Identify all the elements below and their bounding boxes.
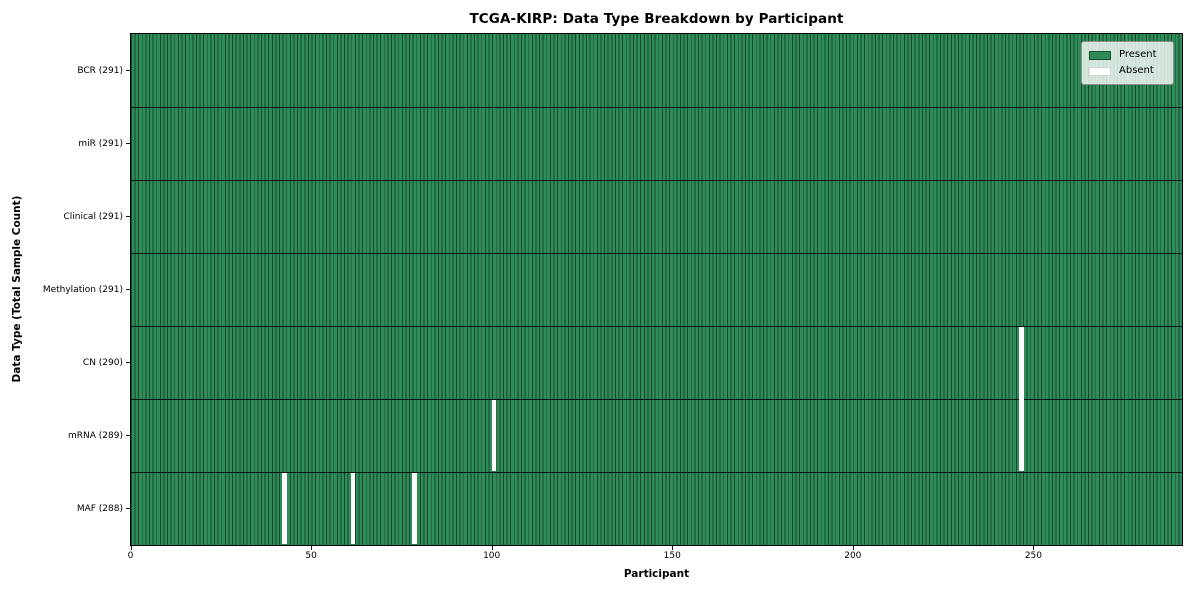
y-tick bbox=[126, 362, 130, 363]
y-tick-label-mRNA: mRNA (289) bbox=[68, 430, 123, 441]
y-tick bbox=[126, 508, 130, 509]
absent-gap-mRNA-100 bbox=[491, 399, 497, 472]
x-tick-label: 250 bbox=[1024, 551, 1042, 561]
x-axis-label: Participant bbox=[623, 568, 690, 580]
row-boundary bbox=[131, 398, 1182, 400]
legend-label-present: Present bbox=[1119, 49, 1157, 60]
y-tick bbox=[126, 70, 130, 71]
y-tick bbox=[126, 289, 130, 290]
x-tick bbox=[852, 546, 854, 550]
x-tick-label: 200 bbox=[844, 551, 862, 561]
row-boundary bbox=[131, 252, 1182, 254]
y-tick-label-CN: CN (290) bbox=[82, 357, 123, 368]
present-swatch-icon bbox=[1089, 50, 1111, 60]
legend: Present Absent bbox=[1081, 41, 1174, 85]
x-tick-label: 150 bbox=[663, 551, 681, 561]
y-tick bbox=[126, 143, 130, 144]
x-tick bbox=[130, 546, 132, 550]
y-tick-label-Clinical: Clinical (291) bbox=[63, 211, 123, 222]
absent-gap-MAF-42 bbox=[282, 472, 287, 545]
y-tick bbox=[126, 435, 130, 436]
y-tick bbox=[126, 216, 130, 217]
x-tick bbox=[491, 546, 493, 550]
absent-gap-MAF-61 bbox=[350, 472, 356, 545]
x-tick bbox=[672, 546, 674, 550]
row-boundary bbox=[131, 471, 1182, 473]
row-boundary bbox=[131, 106, 1182, 108]
row-boundary bbox=[131, 179, 1182, 181]
legend-item-absent: Absent bbox=[1089, 63, 1166, 79]
absent-gap-CN-246 bbox=[1018, 326, 1024, 400]
row-boundary bbox=[131, 325, 1182, 327]
plot-area bbox=[130, 33, 1183, 546]
x-tick bbox=[1033, 546, 1035, 550]
x-tick-label: 50 bbox=[305, 551, 317, 561]
x-tick bbox=[311, 546, 313, 550]
absent-gap-MAF-78 bbox=[412, 472, 417, 545]
x-tick-label: 0 bbox=[127, 551, 134, 561]
absent-swatch-icon bbox=[1089, 66, 1111, 76]
y-tick-label-MAF: MAF (288) bbox=[76, 503, 123, 514]
y-tick-label-Methylation: Methylation (291) bbox=[42, 284, 123, 295]
legend-item-present: Present bbox=[1089, 47, 1166, 63]
y-tick-label-miR: miR (291) bbox=[78, 138, 123, 149]
chart-title: TCGA-KIRP: Data Type Breakdown by Partic… bbox=[469, 11, 844, 27]
legend-label-absent: Absent bbox=[1119, 65, 1154, 76]
absent-gap-mRNA-246 bbox=[1018, 398, 1024, 472]
y-tick-label-BCR: BCR (291) bbox=[77, 65, 123, 76]
x-tick-label: 100 bbox=[483, 551, 501, 561]
